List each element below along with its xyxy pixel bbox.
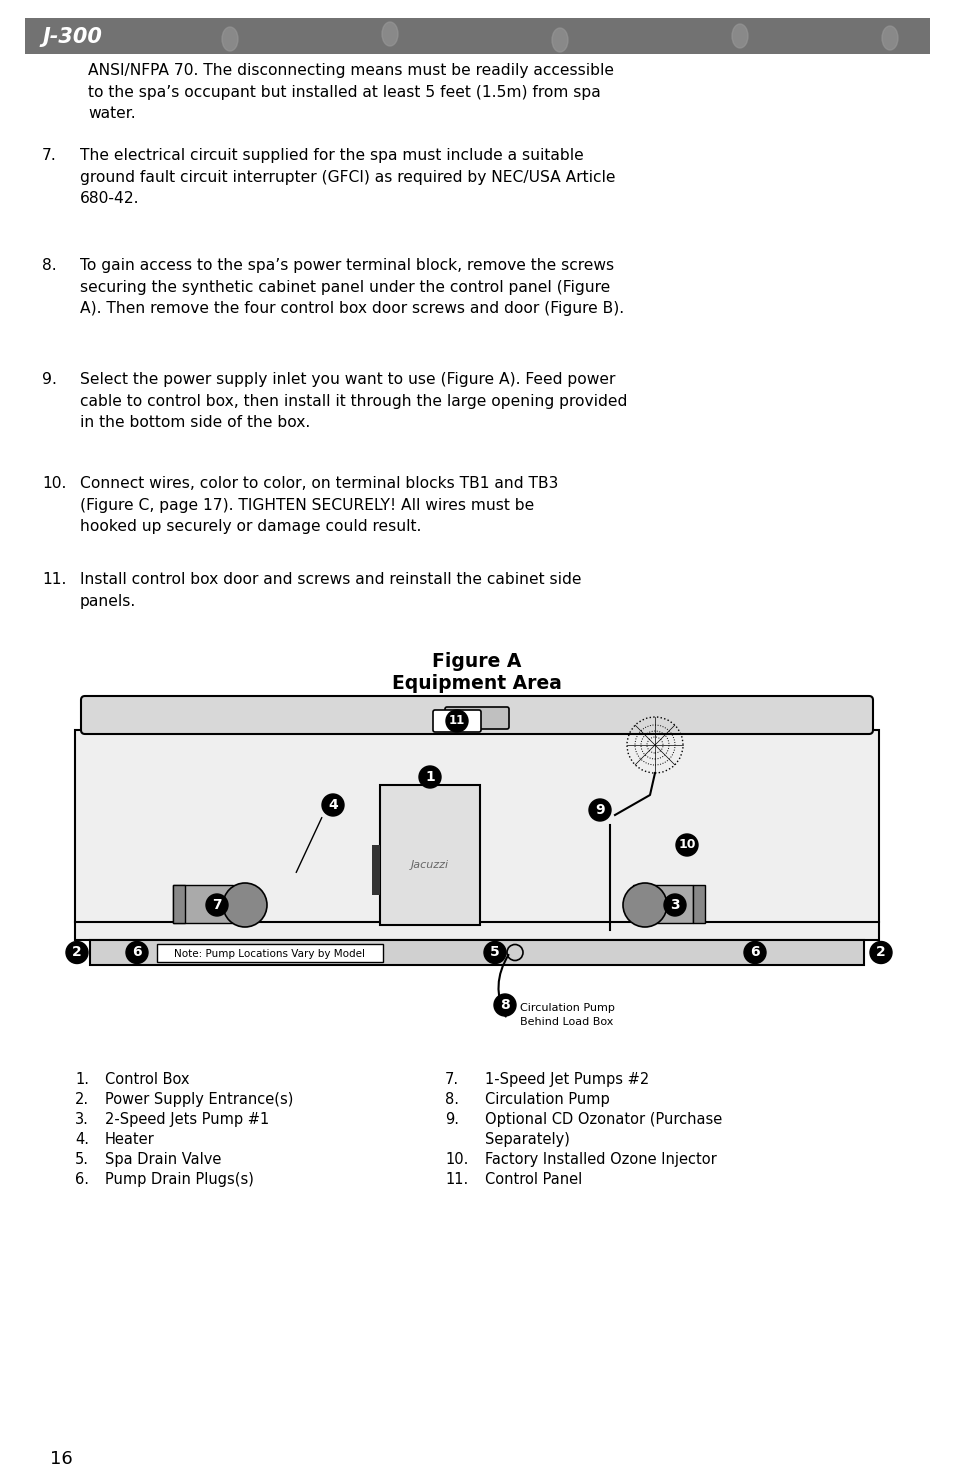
Circle shape (126, 941, 148, 963)
Circle shape (446, 709, 468, 732)
Text: Optional CD Ozonator (Purchase
Separately): Optional CD Ozonator (Purchase Separatel… (484, 1112, 721, 1146)
Circle shape (483, 941, 505, 963)
Text: 9: 9 (595, 802, 604, 817)
Circle shape (418, 766, 440, 788)
Text: 8.: 8. (444, 1092, 458, 1108)
Bar (172, 885, 233, 923)
Text: 10.: 10. (444, 1152, 468, 1167)
Text: To gain access to the spa’s power terminal block, remove the screws
securing the: To gain access to the spa’s power termin… (80, 258, 623, 316)
Text: Behind Load Box: Behind Load Box (519, 1016, 613, 1027)
Text: Figure A: Figure A (432, 652, 521, 671)
Text: 10.: 10. (42, 476, 67, 491)
Circle shape (676, 833, 698, 855)
Text: ANSI/NFPA 70. The disconnecting means must be readily accessible
to the spa’s oc: ANSI/NFPA 70. The disconnecting means mu… (88, 63, 614, 121)
Text: 6.: 6. (75, 1173, 89, 1187)
Text: 7.: 7. (42, 148, 56, 164)
Text: The electrical circuit supplied for the spa must include a suitable
ground fault: The electrical circuit supplied for the … (80, 148, 615, 206)
Text: Control Box: Control Box (105, 1072, 190, 1087)
FancyBboxPatch shape (444, 707, 509, 729)
Text: 8: 8 (499, 999, 509, 1012)
Ellipse shape (731, 24, 747, 49)
Circle shape (322, 794, 344, 816)
Text: 11.: 11. (444, 1173, 468, 1187)
Bar (25, 18, 929, 55)
Text: Install control box door and screws and reinstall the cabinet side
panels.: Install control box door and screws and … (80, 572, 581, 609)
Bar (692, 885, 704, 923)
Bar (172, 885, 185, 923)
Text: 7: 7 (212, 898, 222, 912)
Text: 9.: 9. (444, 1112, 458, 1127)
Text: 5: 5 (490, 945, 499, 960)
Text: 10: 10 (678, 838, 695, 851)
Text: 16: 16 (50, 1450, 72, 1468)
Text: 7.: 7. (444, 1072, 458, 1087)
Text: 1.: 1. (75, 1072, 89, 1087)
Text: Factory Installed Ozone Injector: Factory Installed Ozone Injector (484, 1152, 716, 1167)
Text: 3: 3 (670, 898, 679, 912)
Text: Jacuzzi: Jacuzzi (411, 860, 449, 870)
Bar (633, 885, 692, 923)
FancyBboxPatch shape (81, 696, 872, 735)
Text: 3.: 3. (75, 1112, 89, 1127)
Circle shape (223, 884, 267, 926)
Text: Note: Pump Locations Vary by Model: Note: Pump Locations Vary by Model (174, 948, 365, 959)
Text: 11: 11 (449, 714, 465, 727)
Text: Circulation Pump: Circulation Pump (484, 1092, 609, 1108)
Text: Equipment Area: Equipment Area (392, 674, 561, 693)
Text: Power Supply Entrance(s): Power Supply Entrance(s) (105, 1092, 294, 1108)
Circle shape (588, 799, 610, 822)
Text: Circulation Pump: Circulation Pump (519, 1003, 615, 1013)
Circle shape (869, 941, 891, 963)
Text: Heater: Heater (105, 1131, 154, 1148)
Text: Spa Drain Valve: Spa Drain Valve (105, 1152, 221, 1167)
Text: 2: 2 (875, 945, 885, 960)
Ellipse shape (552, 28, 567, 52)
Bar (157, 944, 382, 962)
Text: 6: 6 (749, 945, 759, 960)
Text: J-300: J-300 (42, 27, 102, 47)
Ellipse shape (222, 27, 237, 52)
Text: 6: 6 (132, 945, 142, 960)
Circle shape (743, 941, 765, 963)
Circle shape (663, 894, 685, 916)
Circle shape (66, 941, 88, 963)
Circle shape (622, 884, 666, 926)
Bar (372, 845, 379, 895)
Text: 8.: 8. (42, 258, 56, 273)
Circle shape (206, 894, 228, 916)
Text: 9.: 9. (42, 372, 57, 386)
Text: 5.: 5. (75, 1152, 89, 1167)
Text: 1-Speed Jet Pumps #2: 1-Speed Jet Pumps #2 (484, 1072, 649, 1087)
Text: 1: 1 (425, 770, 435, 785)
Text: 2-Speed Jets Pump #1: 2-Speed Jets Pump #1 (105, 1112, 269, 1127)
Ellipse shape (381, 22, 397, 46)
FancyBboxPatch shape (433, 709, 480, 732)
Text: 2.: 2. (75, 1092, 89, 1108)
Text: 4: 4 (328, 798, 337, 813)
Bar (379, 785, 479, 925)
Text: Select the power supply inlet you want to use (Figure A). Feed power
cable to co: Select the power supply inlet you want t… (80, 372, 627, 431)
Bar (90, 940, 863, 965)
Circle shape (494, 994, 516, 1016)
Ellipse shape (882, 27, 897, 50)
Text: Connect wires, color to color, on terminal blocks TB1 and TB3
(Figure C, page 17: Connect wires, color to color, on termin… (80, 476, 558, 534)
Text: 2: 2 (72, 945, 82, 960)
Bar (75, 730, 878, 940)
Text: Pump Drain Plugs(s): Pump Drain Plugs(s) (105, 1173, 253, 1187)
Text: 4.: 4. (75, 1131, 89, 1148)
Text: 11.: 11. (42, 572, 67, 587)
Text: Control Panel: Control Panel (484, 1173, 581, 1187)
